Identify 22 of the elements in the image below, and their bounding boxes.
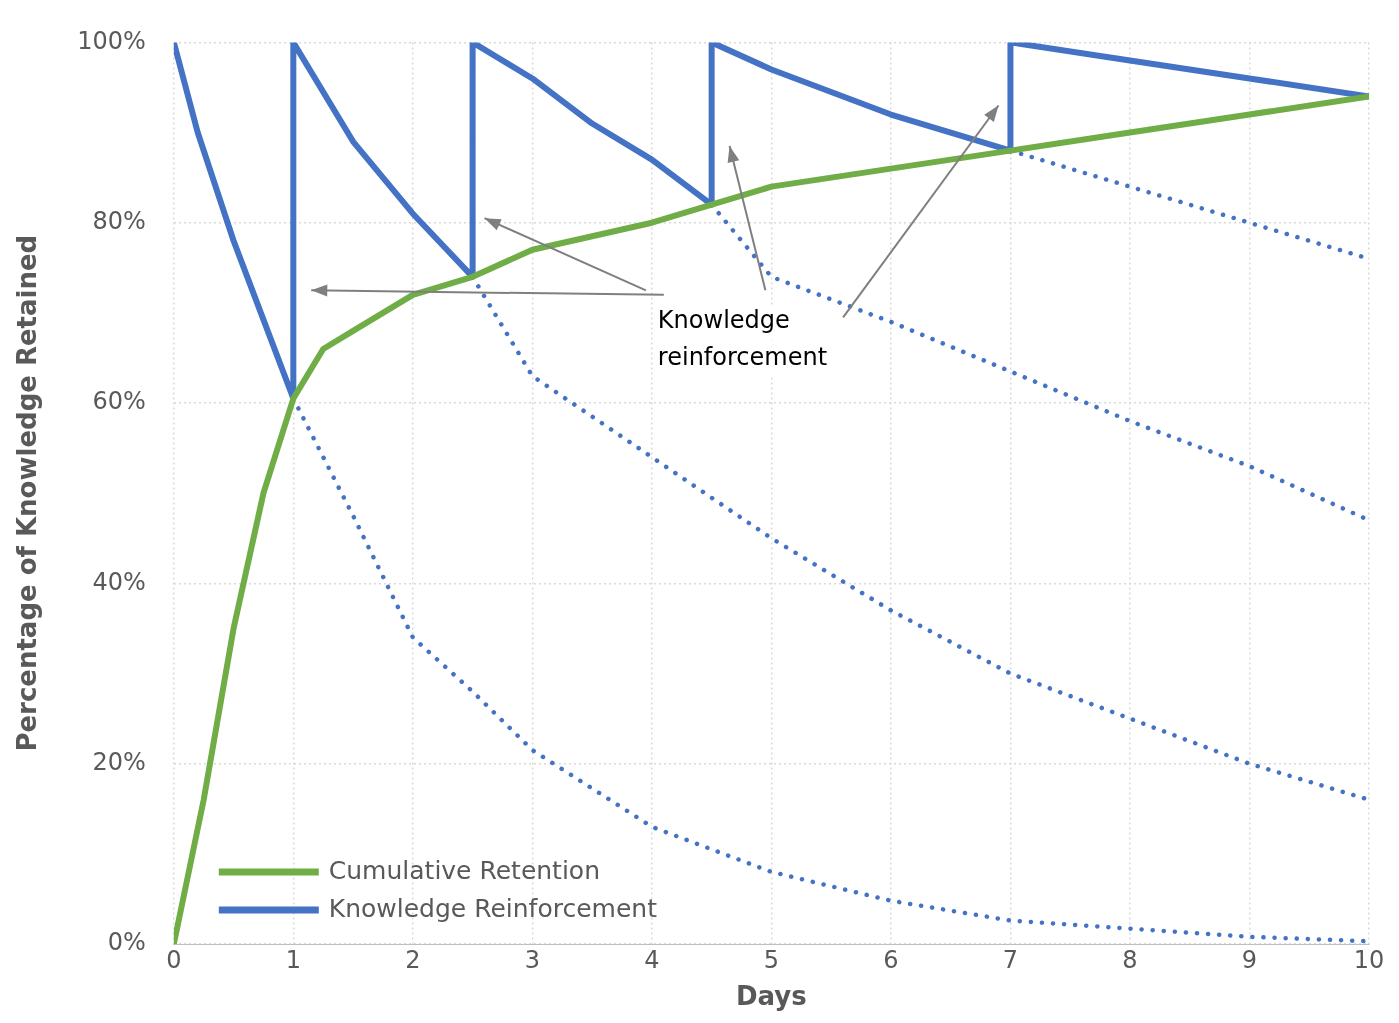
x-tick-label: 4 [644,945,660,974]
x-tick-label: 1 [285,945,301,974]
y-tick-label: 20% [92,747,146,776]
x-tick-label: 2 [405,945,421,974]
y-tick-label: 100% [77,26,146,55]
y-tick-label: 40% [92,567,146,596]
x-axis-title: Days [736,981,807,1012]
y-axis-title: Percentage of Knowledge Retained [12,234,43,752]
y-tick-label: 60% [92,387,146,416]
annotation: Knowledge reinforcement [657,306,828,372]
y-tick-label: 80% [92,206,146,235]
legend-label: Cumulative Retention [328,855,600,885]
x-tick-label: 3 [524,945,541,974]
x-tick-label: 0 [166,945,182,974]
x-tick-label: 8 [1122,945,1138,974]
x-tick-label: 5 [763,945,780,974]
y-tick-label: 0% [107,928,146,957]
legend-label: Knowledge Reinforcement [328,893,658,923]
x-tick-label: 6 [883,945,899,974]
x-tick-label: 9 [1241,945,1258,974]
x-tick-label: 10 [1353,945,1385,974]
x-tick-label: 7 [1002,945,1019,974]
